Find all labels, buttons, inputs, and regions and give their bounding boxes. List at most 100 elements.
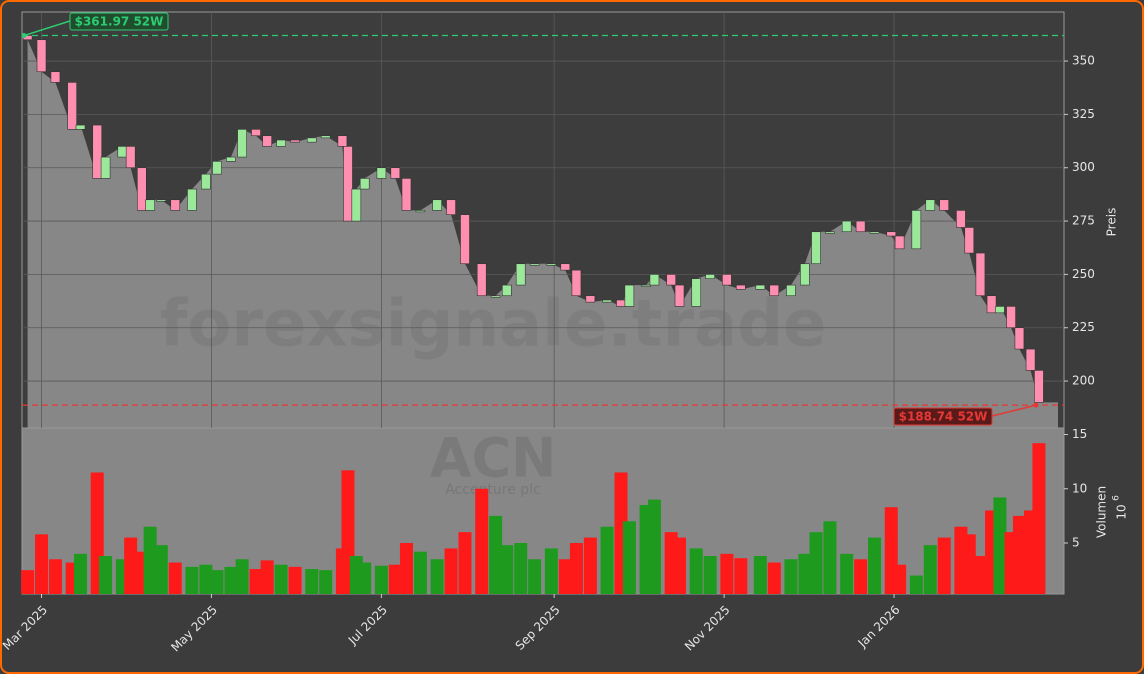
volume-bar	[35, 534, 49, 594]
candle-body	[841, 220, 852, 233]
candle-body	[585, 295, 596, 303]
candle-body	[337, 135, 348, 147]
annotation-box	[69, 12, 169, 31]
candle-body	[460, 214, 470, 265]
candle-body	[649, 274, 660, 286]
volume-bar	[48, 559, 62, 594]
candle-body	[376, 167, 387, 179]
annotation-arrow	[23, 20, 71, 37]
candle-body	[67, 82, 77, 130]
watermark: forexsignale.trade	[160, 288, 827, 362]
volume-bar	[168, 562, 182, 594]
volume-bar	[154, 545, 168, 594]
candle-body	[306, 137, 317, 143]
candle-body	[515, 263, 526, 286]
candle-body	[490, 295, 501, 298]
candle-body	[616, 299, 626, 307]
candle-body	[755, 284, 766, 290]
y-tick-label: 300	[1072, 160, 1095, 174]
volume-bar	[528, 559, 542, 594]
candle-body	[351, 188, 362, 222]
candle-body	[571, 269, 582, 297]
volume-bar	[74, 553, 88, 594]
y-tick-label: 325	[1072, 107, 1095, 121]
volume-bar	[767, 562, 781, 594]
volume-bar	[647, 499, 661, 594]
volume-bar	[673, 537, 687, 594]
candle-body	[691, 278, 702, 307]
scale-exponent: 6	[1112, 495, 1122, 501]
volume-bar	[937, 537, 951, 594]
candle-body	[811, 231, 821, 265]
volume-bar	[124, 537, 138, 594]
y-tick-label: 200	[1072, 374, 1095, 388]
candle-body	[92, 124, 103, 179]
arrow-head	[1033, 402, 1039, 408]
volume-bar	[224, 566, 238, 594]
candle-body	[855, 220, 866, 233]
candle-body	[666, 274, 676, 286]
volume-bar	[734, 558, 748, 594]
volume-bar	[514, 543, 528, 594]
candle-body	[705, 274, 715, 279]
candle-body	[415, 210, 426, 213]
candle-body	[125, 146, 136, 169]
volume-bar	[798, 553, 812, 594]
annotation-label: $361.97 52W	[75, 15, 164, 29]
y-axis-label: Preis	[1105, 208, 1119, 237]
candle-body	[145, 199, 155, 211]
candle-body	[674, 284, 685, 307]
candle-body	[800, 263, 810, 286]
candle-body	[36, 39, 47, 73]
ticker-watermark: ACN	[430, 427, 557, 490]
candle-body	[939, 199, 949, 211]
candle-body	[869, 231, 880, 234]
volume-bar	[358, 562, 372, 594]
volume-bar	[923, 545, 937, 594]
y2-axis-label: Volumen	[1095, 486, 1109, 538]
volume-bar	[854, 559, 868, 594]
volume-bar	[973, 556, 987, 594]
candle-body	[1006, 306, 1016, 329]
volume-bar	[288, 566, 302, 594]
price-area	[27, 39, 1059, 428]
volume-bar	[1032, 443, 1046, 594]
volume-bar	[703, 556, 717, 594]
volume-bar	[489, 515, 503, 594]
volume-bar	[823, 521, 837, 594]
candle-body	[390, 167, 401, 179]
volume-bar	[1012, 515, 1026, 594]
candle-body	[201, 173, 211, 190]
annotation-box	[893, 407, 993, 426]
volume-bar	[305, 569, 319, 594]
volume-bar	[99, 556, 113, 594]
y-tick-label: 350	[1072, 54, 1095, 68]
volume-bar	[199, 564, 213, 594]
volume-bar	[444, 548, 458, 594]
y2-tick-label: 15	[1072, 427, 1087, 441]
volume-bar	[249, 569, 263, 594]
candle-body	[886, 231, 897, 237]
volume-bar	[210, 570, 224, 594]
volume-bar	[185, 566, 199, 594]
candle-body	[50, 71, 61, 83]
candle-body	[1025, 348, 1036, 371]
candle-body	[251, 129, 261, 137]
candle-body	[624, 284, 635, 307]
candle-body	[956, 210, 966, 228]
scale-base: 10	[1115, 504, 1129, 519]
candle-body	[964, 227, 975, 254]
candle-body	[529, 263, 540, 266]
candle-body	[546, 263, 557, 266]
volume-bar	[388, 564, 402, 594]
volume-bar	[458, 532, 472, 594]
volume-bar	[21, 570, 35, 594]
volume-bar	[235, 559, 249, 594]
candle-body	[100, 156, 111, 179]
candle-body	[117, 146, 128, 158]
annotation-label: $188.74 52W	[899, 410, 988, 424]
candle-body	[476, 263, 487, 297]
candle-body	[602, 299, 612, 303]
volume-bar	[399, 543, 413, 594]
